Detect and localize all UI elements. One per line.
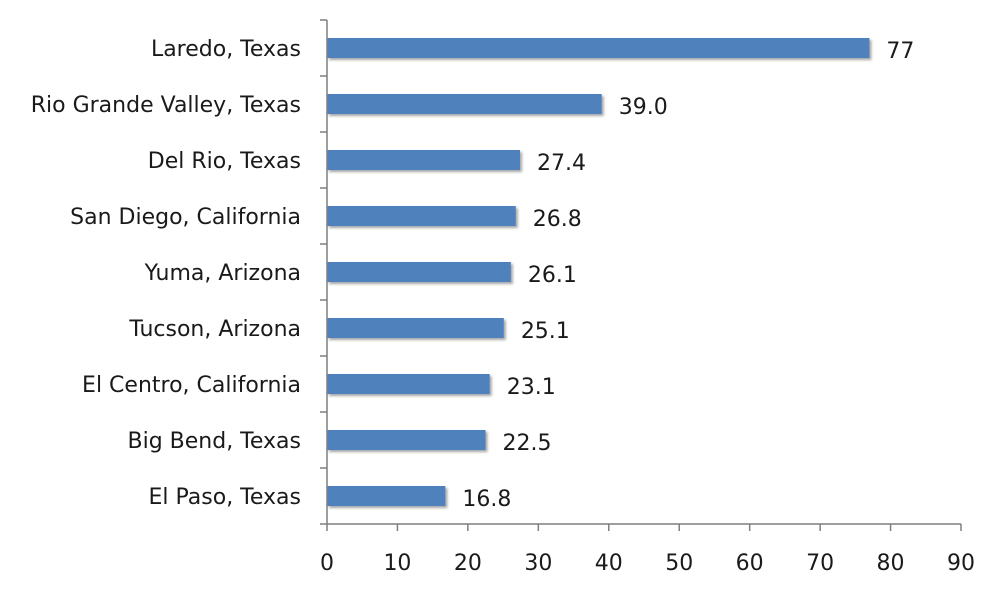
value-label: 26.1 (528, 263, 577, 288)
category-label: Del Rio, Texas (148, 149, 301, 174)
value-labels: 77 39.0 27.4 26.8 26.1 25.1 23.1 22.5 16.8 (462, 39, 914, 512)
x-tick-label: 80 (877, 551, 905, 576)
value-label: 77 (886, 39, 914, 64)
category-label: Laredo, Texas (151, 37, 301, 62)
x-tick-label: 0 (320, 551, 334, 576)
category-label: San Diego, California (70, 205, 301, 230)
value-label: 25.1 (521, 319, 570, 344)
value-label: 23.1 (507, 375, 556, 400)
x-tick-label: 60 (736, 551, 764, 576)
value-label: 39.0 (619, 95, 668, 120)
x-tick-label: 70 (806, 551, 834, 576)
category-label: El Paso, Texas (149, 485, 302, 510)
value-label: 26.8 (533, 207, 582, 232)
x-tick-label: 90 (947, 551, 975, 576)
bar (327, 318, 504, 338)
x-tick-label: 50 (665, 551, 693, 576)
x-tick-label: 30 (524, 551, 552, 576)
bar (327, 430, 486, 450)
bar (327, 486, 446, 506)
bar (327, 262, 511, 282)
bar (327, 206, 516, 226)
category-label: Yuma, Arizona (144, 261, 301, 286)
category-label: El Centro, California (82, 373, 301, 398)
bar (327, 150, 521, 170)
bar (327, 38, 870, 58)
bar (327, 94, 602, 114)
value-label: 22.5 (503, 431, 552, 456)
category-label: Big Bend, Texas (128, 429, 302, 454)
value-label: 27.4 (537, 151, 586, 176)
x-tick-label: 10 (383, 551, 411, 576)
value-label: 16.8 (462, 487, 511, 512)
bar (327, 374, 490, 394)
bars-group (327, 38, 870, 506)
category-label: Rio Grande Valley, Texas (31, 93, 301, 118)
axes-group: 0 10 20 30 40 50 60 70 80 90 (320, 19, 975, 576)
category-label: Tucson, Arizona (128, 317, 301, 342)
x-tick-label: 20 (454, 551, 482, 576)
category-labels: Laredo, Texas Rio Grande Valley, Texas Del… (31, 37, 301, 510)
x-tick-label: 40 (595, 551, 623, 576)
